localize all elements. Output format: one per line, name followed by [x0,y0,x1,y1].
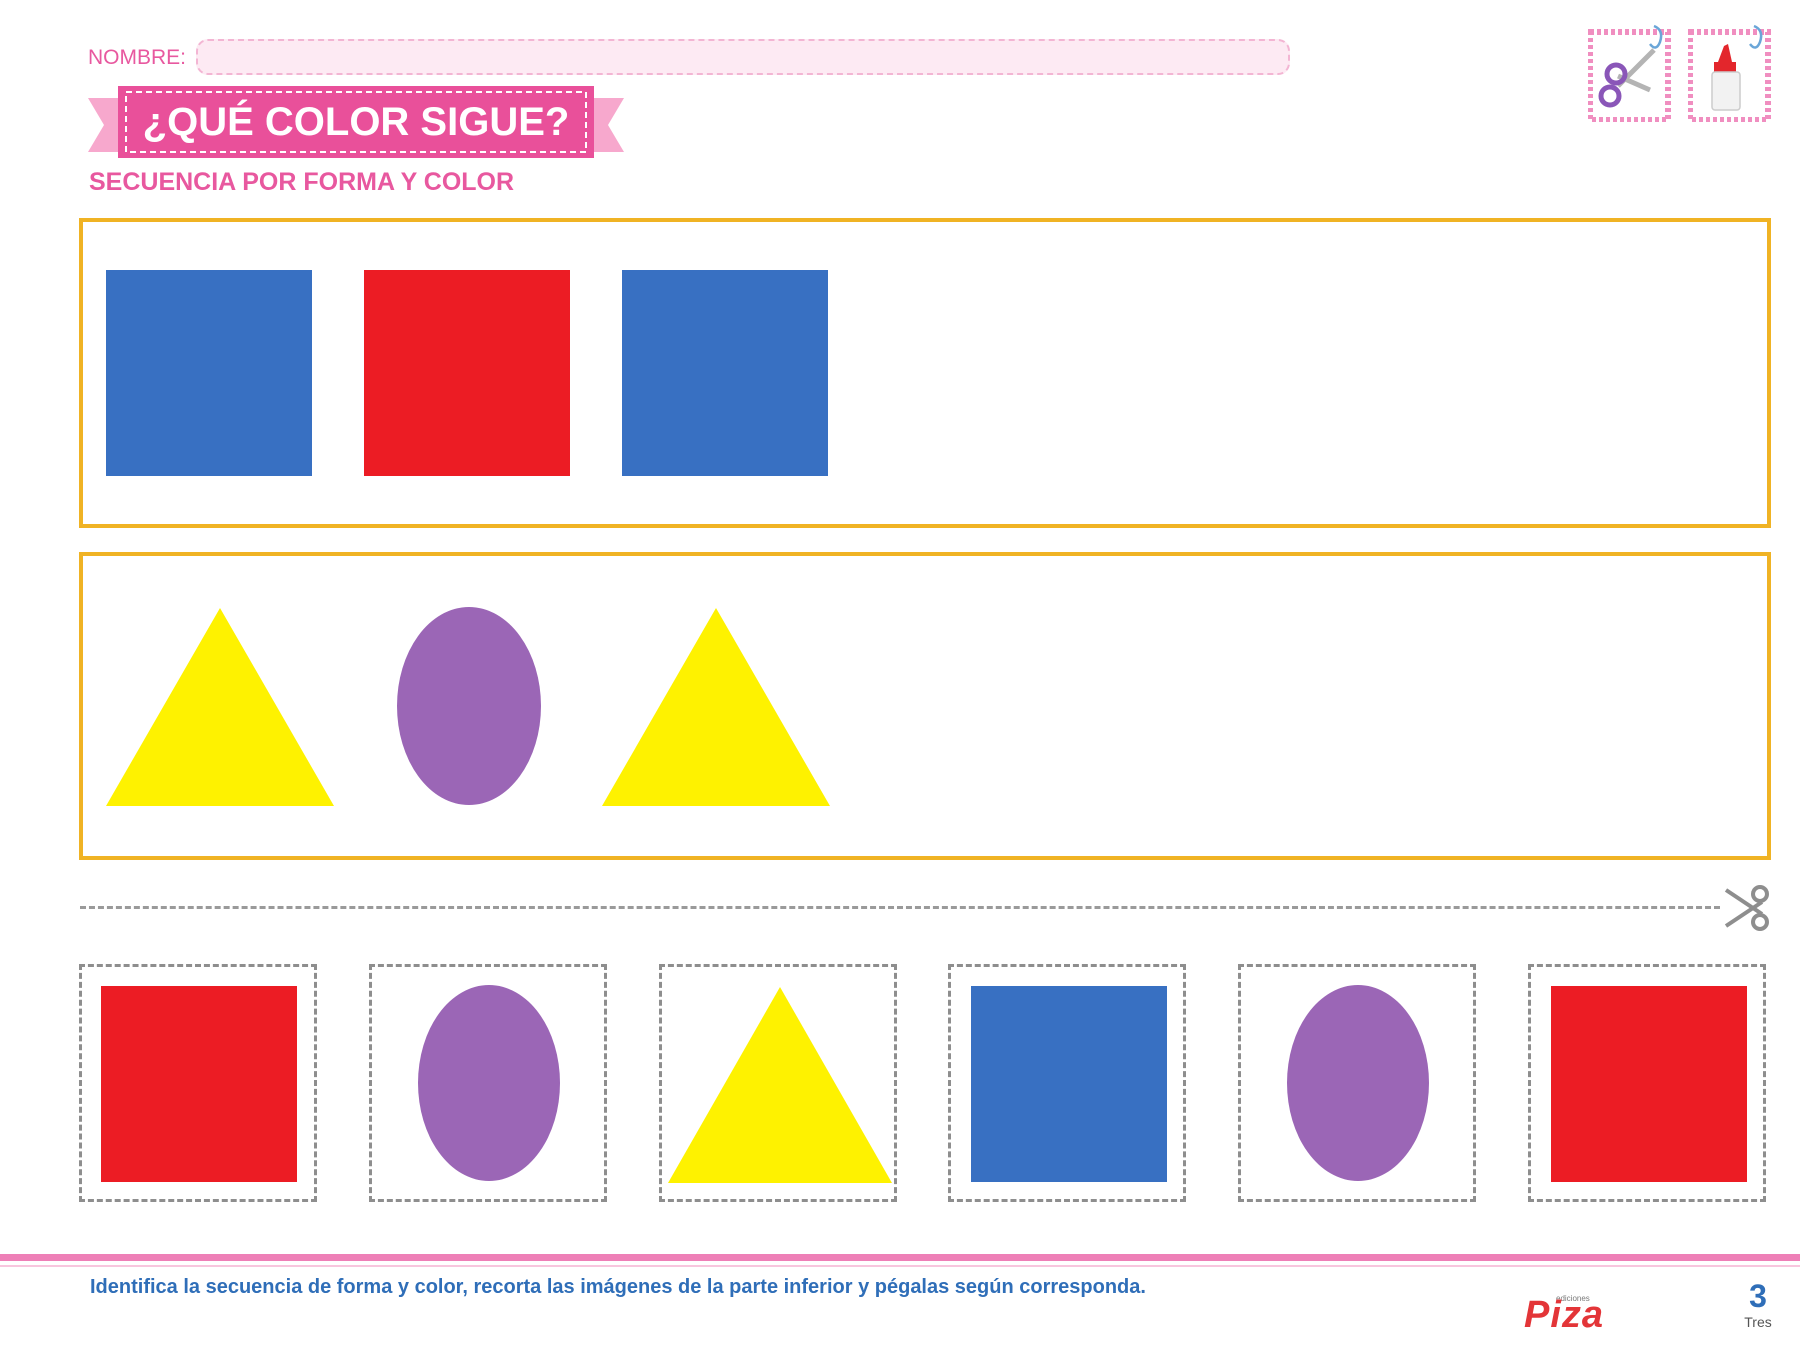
yellow-triangle [106,608,334,806]
red-square [364,270,570,476]
page-title: ¿QUÉ COLOR SIGUE? [142,100,570,144]
name-label: NOMBRE: [88,46,187,69]
footer-divider [0,1254,1800,1261]
purple-oval [418,985,560,1181]
page-number-word: Tres [1744,1314,1772,1330]
instruction-text: Identifica la secuencia de forma y color… [90,1276,1146,1298]
sequence-panel-2 [79,552,1771,860]
scissors-icon [1588,24,1671,122]
blue-square [622,270,828,476]
brand-logo: Piza [1524,1294,1605,1336]
cutout-card-2[interactable] [369,964,607,1202]
cutout-card-6[interactable] [1528,964,1766,1202]
blue-square [106,270,312,476]
glue-icon [1688,24,1771,122]
red-square [1551,986,1747,1182]
cut-line [80,906,1720,909]
footer-divider-thin [0,1265,1800,1267]
cutout-card-4[interactable] [948,964,1186,1202]
name-field[interactable] [196,39,1290,75]
cutout-card-5[interactable] [1238,964,1476,1202]
yellow-triangle [668,987,892,1183]
cutout-card-1[interactable] [79,964,317,1202]
brand-subtitle: ediciones [1556,1294,1590,1303]
sequence-panel-1 [79,218,1771,528]
yellow-triangle [602,608,830,806]
page-number: 3 [1749,1278,1767,1314]
scissors-icon [1724,885,1769,931]
red-square [101,986,297,1182]
blue-square [971,986,1167,1182]
title-banner [88,86,624,158]
cutout-card-3[interactable] [659,964,897,1202]
page-subtitle: SECUENCIA POR FORMA Y COLOR [89,168,515,196]
purple-oval [397,607,541,805]
purple-oval [1287,985,1429,1181]
